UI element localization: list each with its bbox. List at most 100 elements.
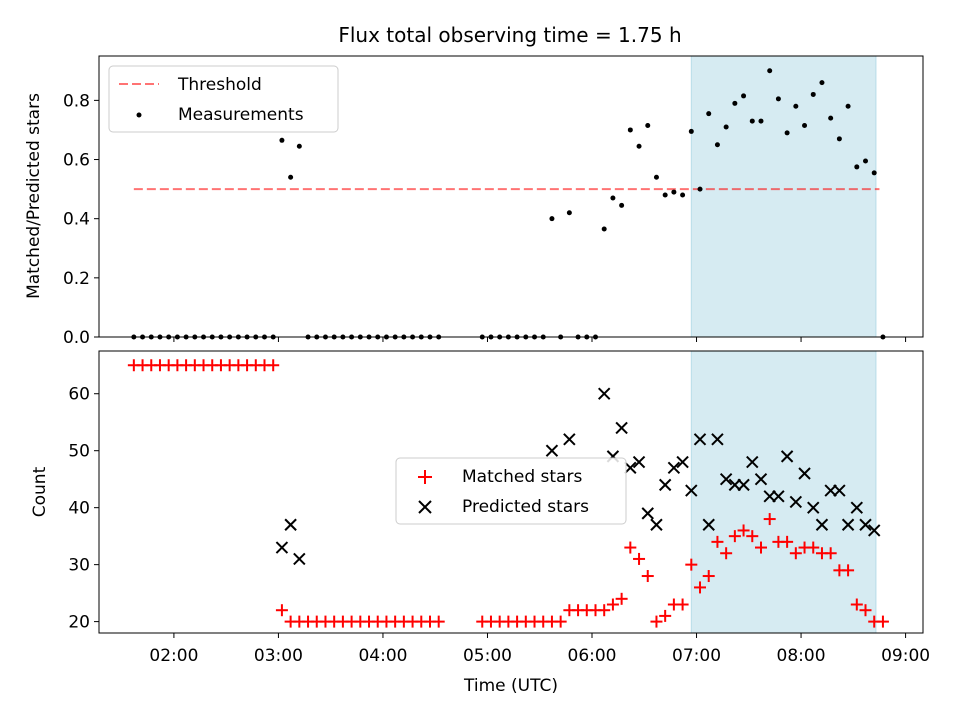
predicted-star-point (284, 518, 297, 531)
matched-star-point (659, 609, 672, 622)
measurement-point (863, 158, 869, 164)
matched-star-point (641, 570, 654, 583)
measurement-point (802, 123, 808, 129)
measurement-point (758, 118, 764, 124)
legend-measurements-swatch (136, 112, 142, 118)
measurement-point (732, 100, 738, 106)
y-tick-label: 30 (68, 556, 90, 576)
measurement-point (836, 136, 842, 142)
matched-star-point (850, 598, 863, 611)
matched-star-point (728, 530, 741, 543)
y-tick-label: 40 (68, 499, 90, 519)
y-tick-label: 0.8 (63, 91, 90, 111)
top-legend-box (108, 65, 339, 133)
matched-star-point (876, 615, 889, 628)
bottom-legend-box (395, 457, 627, 525)
predicted-star-point (754, 472, 768, 486)
matched-star-point (694, 581, 707, 594)
shaded-interval-top (690, 55, 877, 338)
measurement-point (296, 143, 302, 149)
predicted-star-point (641, 507, 654, 520)
x-tick-label: 08:00 (777, 646, 826, 666)
bottom-panel: 20 30 40 50 60 02:00 03:00 04:00 05:00 06:00 07:0… (30, 350, 930, 696)
y-tick-label: 0.6 (63, 151, 90, 171)
matched-star-point (702, 570, 715, 583)
predicted-star-point (772, 490, 785, 503)
matched-star-point (711, 535, 724, 548)
matched-star-point (842, 564, 855, 577)
matched-star-point (763, 513, 776, 526)
predicted-star-point (711, 433, 724, 446)
matched-star-point (754, 541, 767, 554)
predicted-star-point (868, 524, 881, 537)
measurement-point (749, 118, 755, 124)
x-tick-label: 06:00 (568, 646, 617, 666)
measurement-point (627, 127, 633, 133)
measurement-point (636, 143, 642, 149)
predicted-star-point (702, 518, 715, 531)
measurement-point (854, 164, 860, 170)
matched-star-point (676, 598, 689, 611)
y-tick-label: 50 (68, 442, 90, 462)
x-tick-label: 04:00 (358, 646, 407, 666)
measurement-point (767, 68, 773, 74)
measurement-point (784, 130, 790, 136)
measurement-point (653, 174, 659, 180)
x-axis-label: Time (UTC) (463, 676, 558, 696)
top-x-axis-ticks (173, 337, 907, 342)
predicted-star-point (667, 461, 681, 474)
measurement-point (288, 174, 294, 180)
y-tick-label: 0.2 (63, 269, 90, 289)
legend-matched-swatch (418, 470, 432, 484)
legend-predicted-swatch (418, 500, 432, 514)
measurement-point (619, 202, 625, 208)
predicted-star-point (676, 455, 689, 469)
predicted-star-point (798, 467, 811, 480)
measurement-point (566, 210, 572, 216)
matched-star-point (807, 541, 820, 554)
y-tick-label: 0.4 (63, 210, 90, 230)
y-tick-label: 0.0 (63, 328, 90, 348)
y-tick-label: 60 (68, 385, 90, 405)
measurement-point (549, 216, 555, 222)
predicted-star-point (624, 461, 637, 474)
legend-matched-label: Matched stars (462, 467, 582, 487)
predicted-star-point (615, 421, 628, 435)
measurement-point (645, 123, 651, 129)
matched-star-point (781, 535, 794, 548)
predicted-star-point (841, 518, 855, 531)
measurement-point (714, 142, 720, 148)
measurement-point (871, 170, 877, 176)
matched-star-point (824, 547, 837, 560)
matched-star-point (737, 524, 750, 537)
predicted-star-point (807, 501, 820, 514)
measurement-point (662, 192, 668, 198)
top-panel: 0.00.20.40.60.8 Matched/Predicted stars … (24, 55, 924, 348)
matched-star-point (615, 592, 628, 605)
measurement-point (706, 111, 712, 117)
matched-star-point (275, 604, 288, 617)
x-tick-label: 05:00 (463, 646, 512, 666)
predicted-star-point (563, 433, 576, 446)
measurement-point (688, 128, 694, 134)
bottom-plot-frame (98, 350, 924, 634)
predicted-star-point (545, 444, 559, 457)
measurement-point (697, 186, 703, 192)
measurement-point (775, 96, 781, 102)
matched-star-point (432, 615, 445, 628)
measurement-point (845, 103, 851, 109)
predicted-star-point (632, 455, 646, 469)
matched-star-point (789, 547, 802, 560)
matched-star-point (650, 615, 663, 628)
bottom-y-axis-ticks: 20 30 40 50 60 (68, 385, 99, 633)
predicted-star-point (719, 472, 733, 486)
predicted-star-point (815, 518, 829, 531)
bottom-legend: Matched stars Predicted stars (395, 457, 627, 525)
predicted-star-point (650, 518, 663, 531)
bottom-y-axis-label: Count (30, 466, 50, 517)
figure-title: Flux total observing time = 1.75 h (338, 23, 681, 47)
predicted-star-point (789, 495, 803, 509)
predicted-star-point (850, 501, 864, 514)
matched-star-point (598, 604, 611, 617)
